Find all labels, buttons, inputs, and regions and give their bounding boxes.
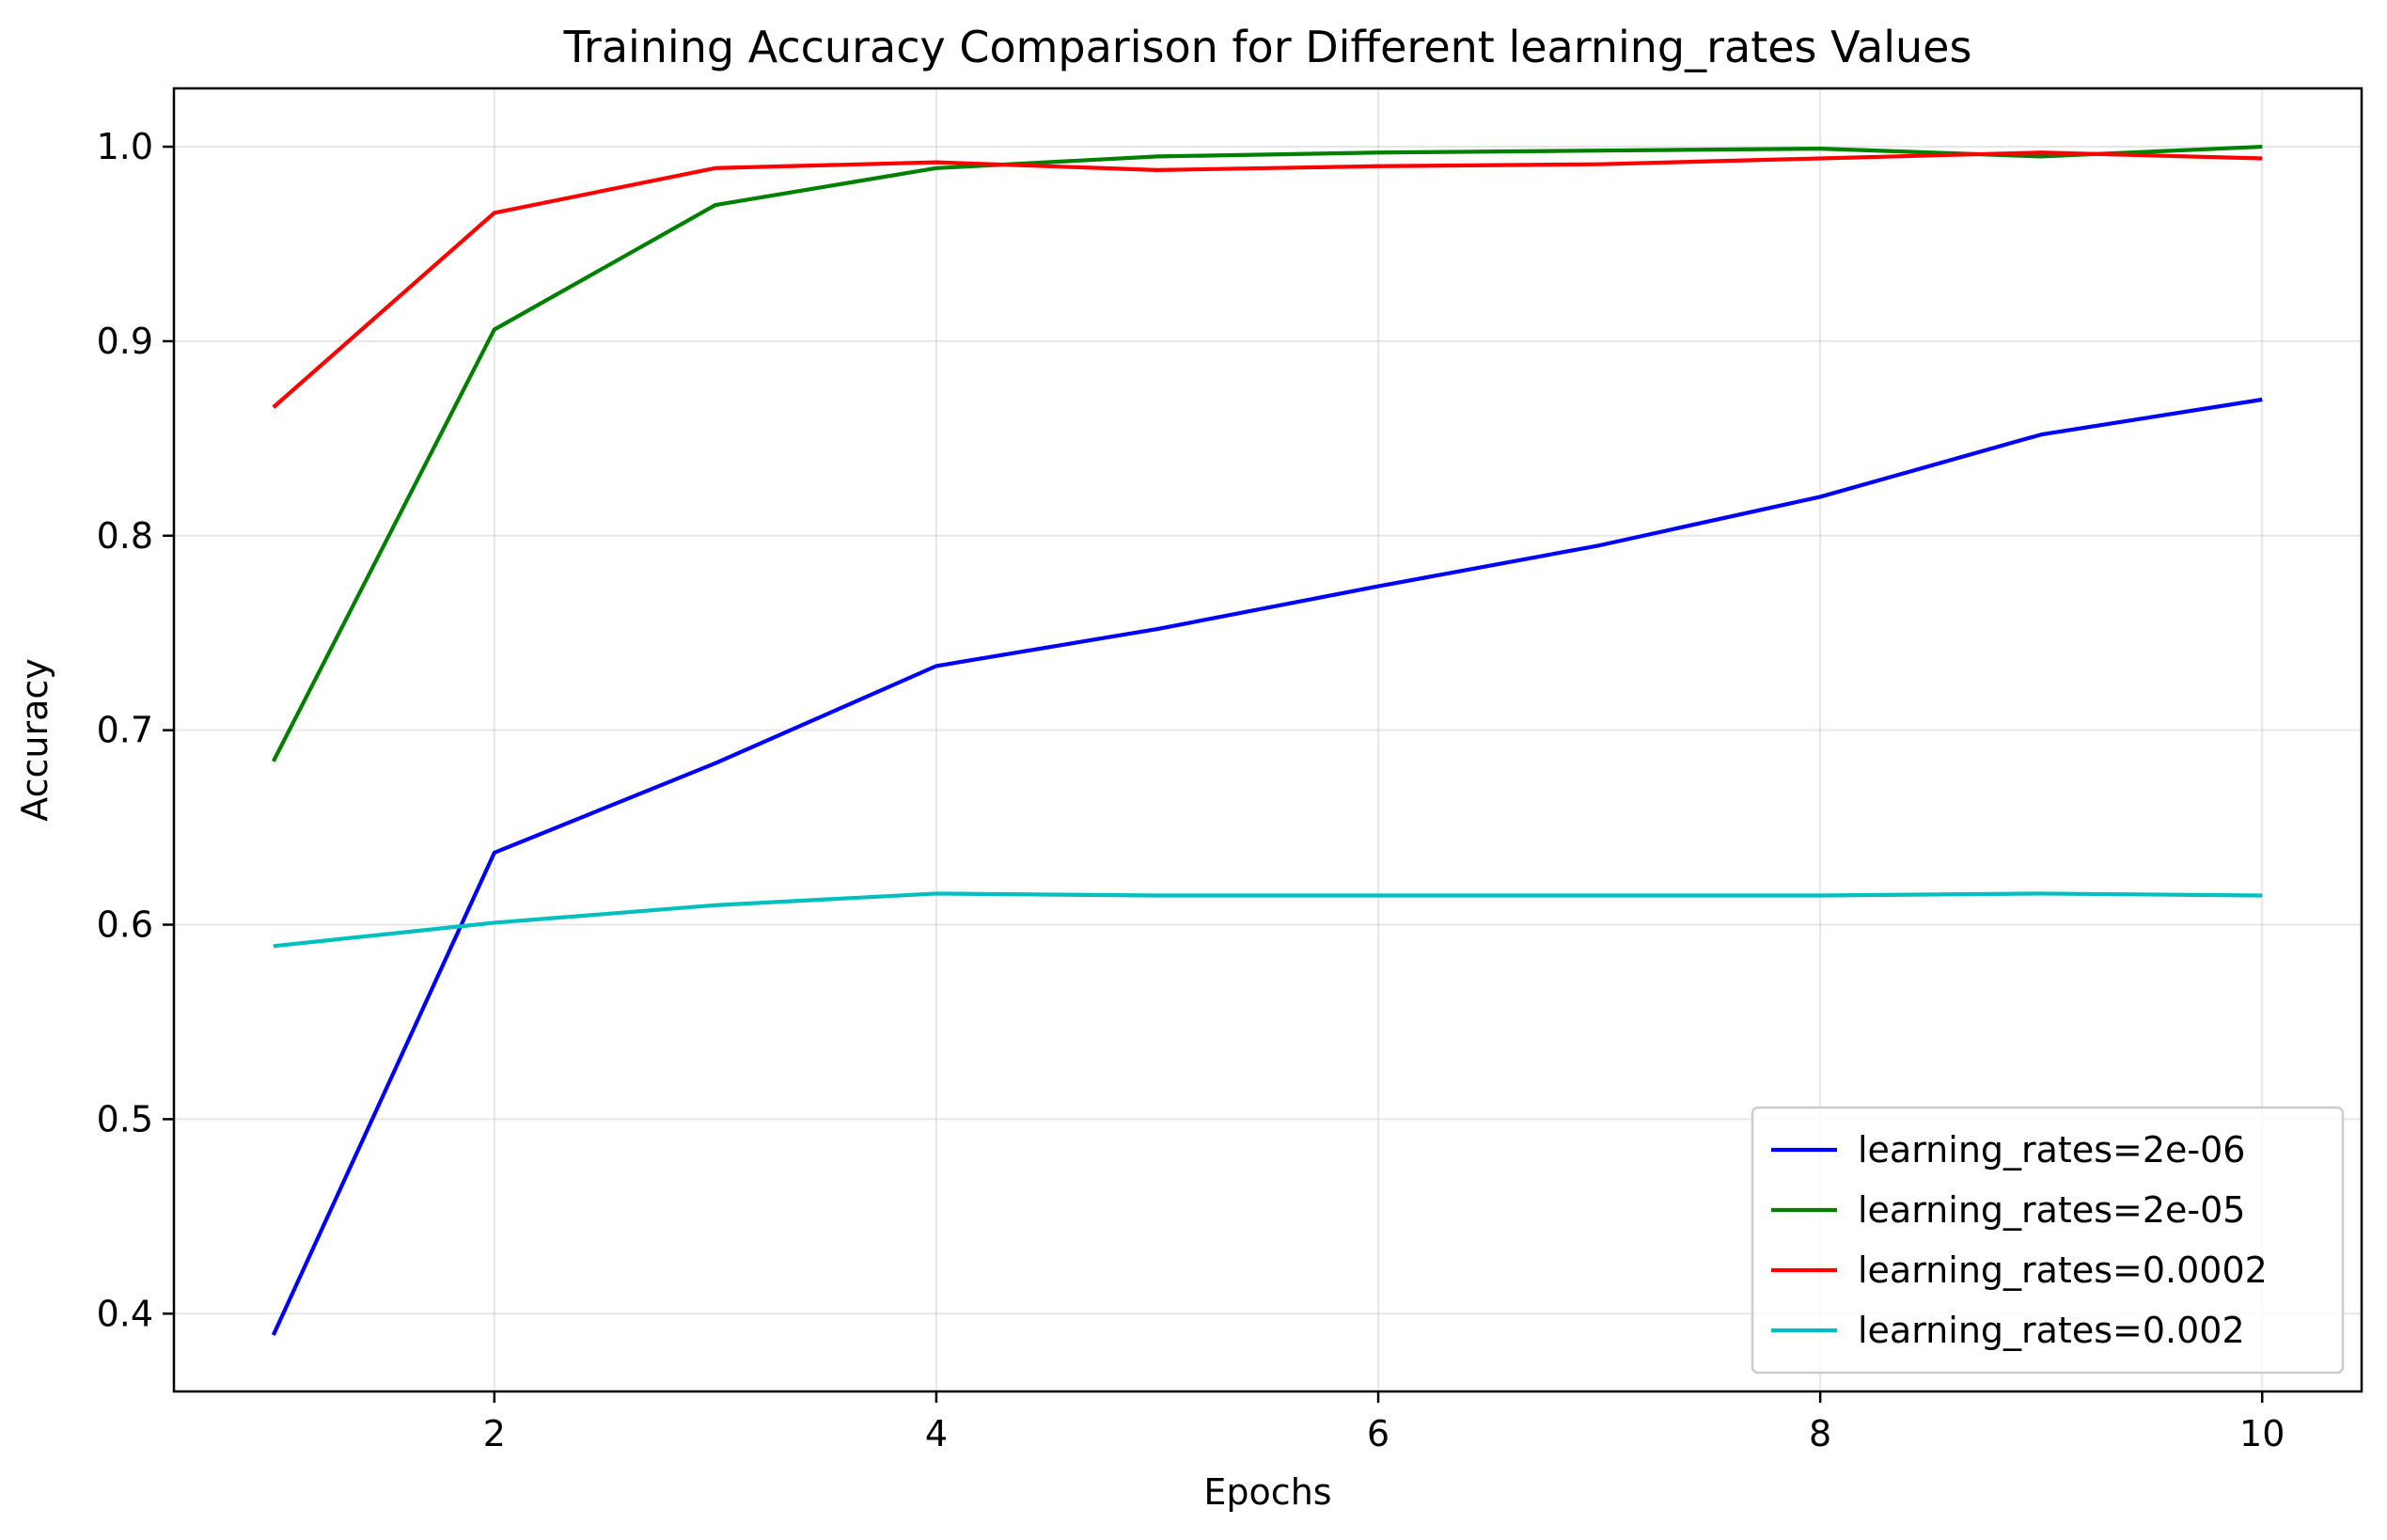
x-tick-label: 2 bbox=[483, 1413, 506, 1454]
legend: learning_rates=2e-06 learning_rates=2e-05… bbox=[1751, 1106, 2345, 1375]
y-tick-label: 1.0 bbox=[97, 126, 153, 167]
y-tick-label: 0.6 bbox=[97, 904, 153, 946]
y-axis-ticks: 0.4 0.5 0.6 0.7 0.8 0.9 1.0 bbox=[97, 126, 174, 1334]
legend-label: learning_rates=0.0002 bbox=[1858, 1249, 2268, 1291]
x-axis-label: Epochs bbox=[1203, 1471, 1331, 1513]
y-tick-label: 0.7 bbox=[97, 710, 153, 751]
y-tick-label: 0.5 bbox=[97, 1098, 153, 1139]
legend-label: learning_rates=2e-06 bbox=[1858, 1129, 2245, 1171]
x-tick-label: 6 bbox=[1367, 1413, 1390, 1454]
series-line-4 bbox=[273, 891, 2263, 949]
y-tick-label: 0.4 bbox=[97, 1293, 153, 1334]
series-line-1 bbox=[271, 397, 2263, 1336]
legend-box bbox=[1751, 1106, 2345, 1375]
y-tick-label: 0.9 bbox=[97, 321, 153, 362]
x-tick-label: 10 bbox=[2239, 1413, 2285, 1454]
chart-title: Training Accuracy Comparison for Differe… bbox=[563, 22, 1972, 72]
y-axis-label: Accuracy bbox=[14, 658, 55, 822]
x-tick-label: 4 bbox=[925, 1413, 948, 1454]
y-tick-label: 0.8 bbox=[97, 515, 153, 557]
series-line-3 bbox=[272, 150, 2263, 409]
series-line-2 bbox=[271, 144, 2263, 762]
series-lines bbox=[271, 144, 2263, 1336]
x-tick-label: 8 bbox=[1809, 1413, 1831, 1454]
legend-label: learning_rates=2e-05 bbox=[1858, 1189, 2245, 1231]
plot-area-frame bbox=[172, 86, 2363, 1393]
legend-label: learning_rates=0.002 bbox=[1858, 1310, 2245, 1351]
x-axis-ticks: 2 4 6 8 10 bbox=[483, 1391, 2285, 1454]
